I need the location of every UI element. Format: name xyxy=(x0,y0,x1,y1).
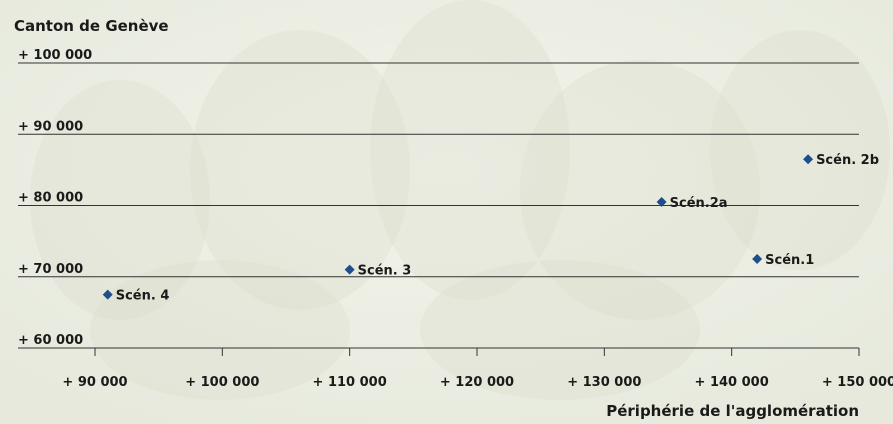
data-point-label: Scén. 2b xyxy=(816,153,879,168)
y-tick-label: + 60 000 xyxy=(18,333,83,348)
x-tick-label: + 140 000 xyxy=(695,375,769,390)
data-point-marker xyxy=(656,196,667,207)
y-tick-label: + 90 000 xyxy=(18,119,83,134)
y-tick-label: + 70 000 xyxy=(18,262,83,277)
x-axis: + 90 000 + 100 000 + 110 000 + 120 000 + 130… xyxy=(62,348,893,390)
data-point-label: Scén. 4 xyxy=(116,289,170,304)
x-tick-label: + 110 000 xyxy=(313,375,387,390)
x-tick-label: + 120 000 xyxy=(440,375,514,390)
data-points: Scén. 4 Scén. 3 Scén.2a Scén.1 Scén. 2b xyxy=(102,153,879,304)
data-point-marker xyxy=(803,154,814,165)
data-point-label: Scén.1 xyxy=(765,253,814,268)
x-tick-label: + 90 000 xyxy=(62,375,127,390)
y-tick-label: + 80 000 xyxy=(18,191,83,206)
background-texture xyxy=(30,0,890,400)
y-tick-label: + 100 000 xyxy=(18,48,92,63)
x-tick-label: + 150 000 xyxy=(822,375,893,390)
y-axis-ticks: + 100 000 + 90 000 + 80 000 + 70 000 + 60 00… xyxy=(18,48,92,348)
data-point-label: Scén. 3 xyxy=(358,264,412,279)
x-axis-title: Périphérie de l'agglomération xyxy=(606,402,859,420)
data-point-marker xyxy=(102,289,113,300)
data-point-label: Scén.2a xyxy=(670,196,728,211)
data-point-marker xyxy=(752,253,763,264)
gridlines xyxy=(18,62,859,349)
y-axis-title: Canton de Genève xyxy=(14,17,169,35)
x-tick-label: + 100 000 xyxy=(185,375,259,390)
data-point-marker xyxy=(344,264,355,275)
x-tick-label: + 130 000 xyxy=(567,375,641,390)
